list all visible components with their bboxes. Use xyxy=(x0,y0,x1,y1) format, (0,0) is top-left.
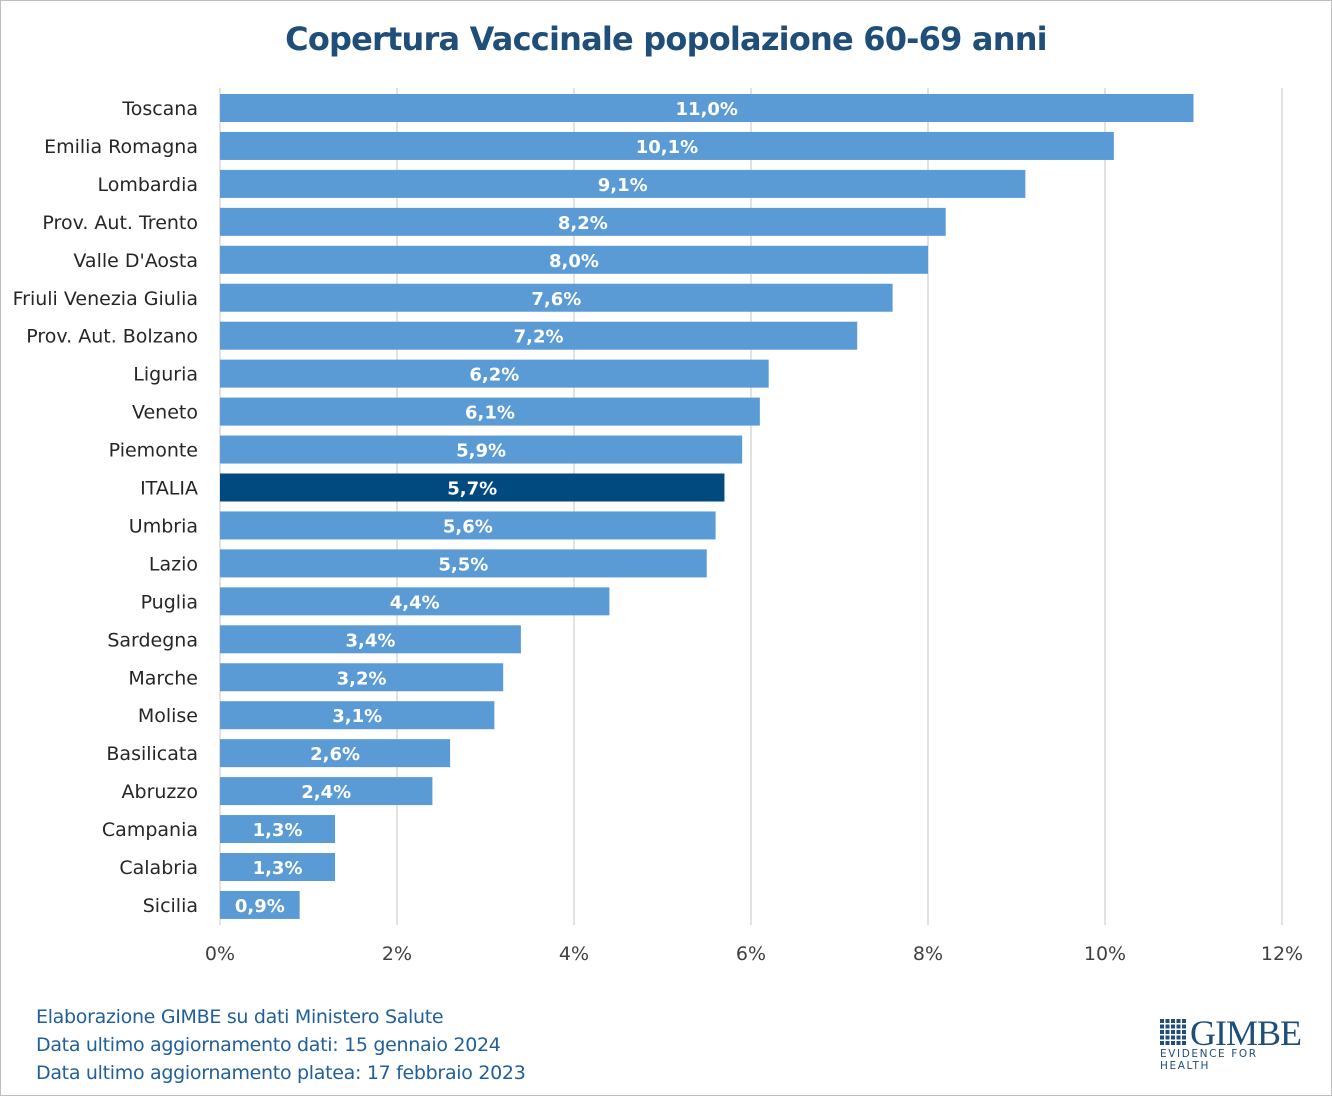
data-label: 3,2% xyxy=(337,668,387,689)
bar-sardegna xyxy=(220,625,521,654)
category-label: Sicilia xyxy=(143,895,198,917)
category-label: ITALIA xyxy=(140,478,198,500)
category-label: Lazio xyxy=(149,553,198,575)
x-tick-label: 10% xyxy=(1084,943,1126,965)
bar-calabria xyxy=(220,853,336,881)
category-label: Basilicata xyxy=(106,743,198,765)
category-label: Puglia xyxy=(141,591,198,613)
bar-toscana xyxy=(220,94,1194,122)
gimbe-logo: GIMBE EVIDENCE FOR HEALTH xyxy=(1160,1013,1302,1072)
bar-piemonte xyxy=(220,435,743,464)
footer-update-platea: Data ultimo aggiornamento platea: 17 feb… xyxy=(36,1062,526,1084)
category-label: Abruzzo xyxy=(122,781,198,803)
bar-emilia-romagna xyxy=(220,131,1114,160)
bar-marche xyxy=(220,663,504,692)
chart-title: Copertura Vaccinale popolazione 60-69 an… xyxy=(285,20,1048,58)
logo-wordmark: GIMBE xyxy=(1190,1013,1302,1053)
data-label: 10,1% xyxy=(636,137,698,158)
footer-source: Elaborazione GIMBE su dati Ministero Sal… xyxy=(36,1006,444,1028)
bar-lombardia xyxy=(220,169,1026,198)
data-label: 3,1% xyxy=(332,706,382,727)
category-label: Liguria xyxy=(133,364,198,386)
category-label: Piemonte xyxy=(109,440,198,462)
bar-puglia xyxy=(220,587,610,616)
data-label: 5,7% xyxy=(447,479,497,500)
bar-campania xyxy=(220,815,336,844)
bar-lazio xyxy=(220,549,707,578)
data-label: 7,2% xyxy=(514,327,564,348)
category-label: Emilia Romagna xyxy=(44,136,198,158)
data-label: 2,6% xyxy=(310,744,360,765)
bar-liguria xyxy=(220,359,769,388)
category-label: Friuli Venezia Giulia xyxy=(13,288,198,310)
bar-prov-aut-trento xyxy=(220,207,946,236)
data-label: 9,1% xyxy=(598,175,648,196)
x-tick-label: 8% xyxy=(913,943,943,965)
data-label: 5,9% xyxy=(456,441,506,462)
data-label: 6,1% xyxy=(465,403,515,424)
data-label: 8,0% xyxy=(549,251,599,272)
category-label: Marche xyxy=(128,667,198,689)
category-label: Molise xyxy=(138,705,198,727)
category-label: Valle D'Aosta xyxy=(73,250,198,272)
x-tick-label: 12% xyxy=(1261,943,1303,965)
x-tick-label: 2% xyxy=(382,943,412,965)
category-label: Toscana xyxy=(121,98,198,120)
data-label: 2,4% xyxy=(301,782,351,803)
category-label: Calabria xyxy=(119,857,198,879)
data-label: 7,6% xyxy=(531,289,581,310)
data-label: 5,5% xyxy=(438,554,488,575)
data-label: 4,4% xyxy=(390,592,440,613)
category-label: Prov. Aut. Trento xyxy=(42,212,198,234)
bar-sicilia xyxy=(220,890,300,919)
bar-friuli-venezia-giulia xyxy=(220,283,893,312)
bar-basilicata xyxy=(220,739,451,768)
category-label: Umbria xyxy=(129,515,198,537)
x-tick-label: 6% xyxy=(736,943,766,965)
footer-update-data: Data ultimo aggiornamento dati: 15 genna… xyxy=(36,1034,501,1056)
bar-umbria xyxy=(220,511,716,540)
data-label: 6,2% xyxy=(469,365,519,386)
x-tick-label: 4% xyxy=(559,943,589,965)
data-label: 11,0% xyxy=(676,99,738,120)
x-tick-label: 0% xyxy=(205,943,235,965)
logo-grid-icon xyxy=(1160,1019,1186,1045)
data-label: 1,3% xyxy=(253,820,303,841)
bar-abruzzo xyxy=(220,777,433,806)
category-label: Sardegna xyxy=(107,629,198,651)
bar-molise xyxy=(220,701,495,730)
logo-tagline: EVIDENCE FOR HEALTH xyxy=(1160,1048,1258,1072)
data-label: 8,2% xyxy=(558,213,608,234)
data-label: 1,3% xyxy=(253,858,303,879)
bar-valle-d-aosta xyxy=(220,245,928,274)
category-label: Campania xyxy=(102,819,198,841)
category-label: Prov. Aut. Bolzano xyxy=(26,326,198,348)
category-label: Lombardia xyxy=(97,174,198,196)
data-label: 0,9% xyxy=(235,896,285,917)
data-label: 5,6% xyxy=(443,516,493,537)
bar-veneto xyxy=(220,397,760,426)
data-label: 3,4% xyxy=(345,630,395,651)
bar-prov-aut-bolzano xyxy=(220,321,858,350)
bar-italia xyxy=(220,473,725,502)
bar-chart: 0% 2% 4% 6% 8% 10% 12% Toscana 11,0% Emilia Romag… xyxy=(13,88,1303,965)
category-label: Veneto xyxy=(132,402,198,424)
